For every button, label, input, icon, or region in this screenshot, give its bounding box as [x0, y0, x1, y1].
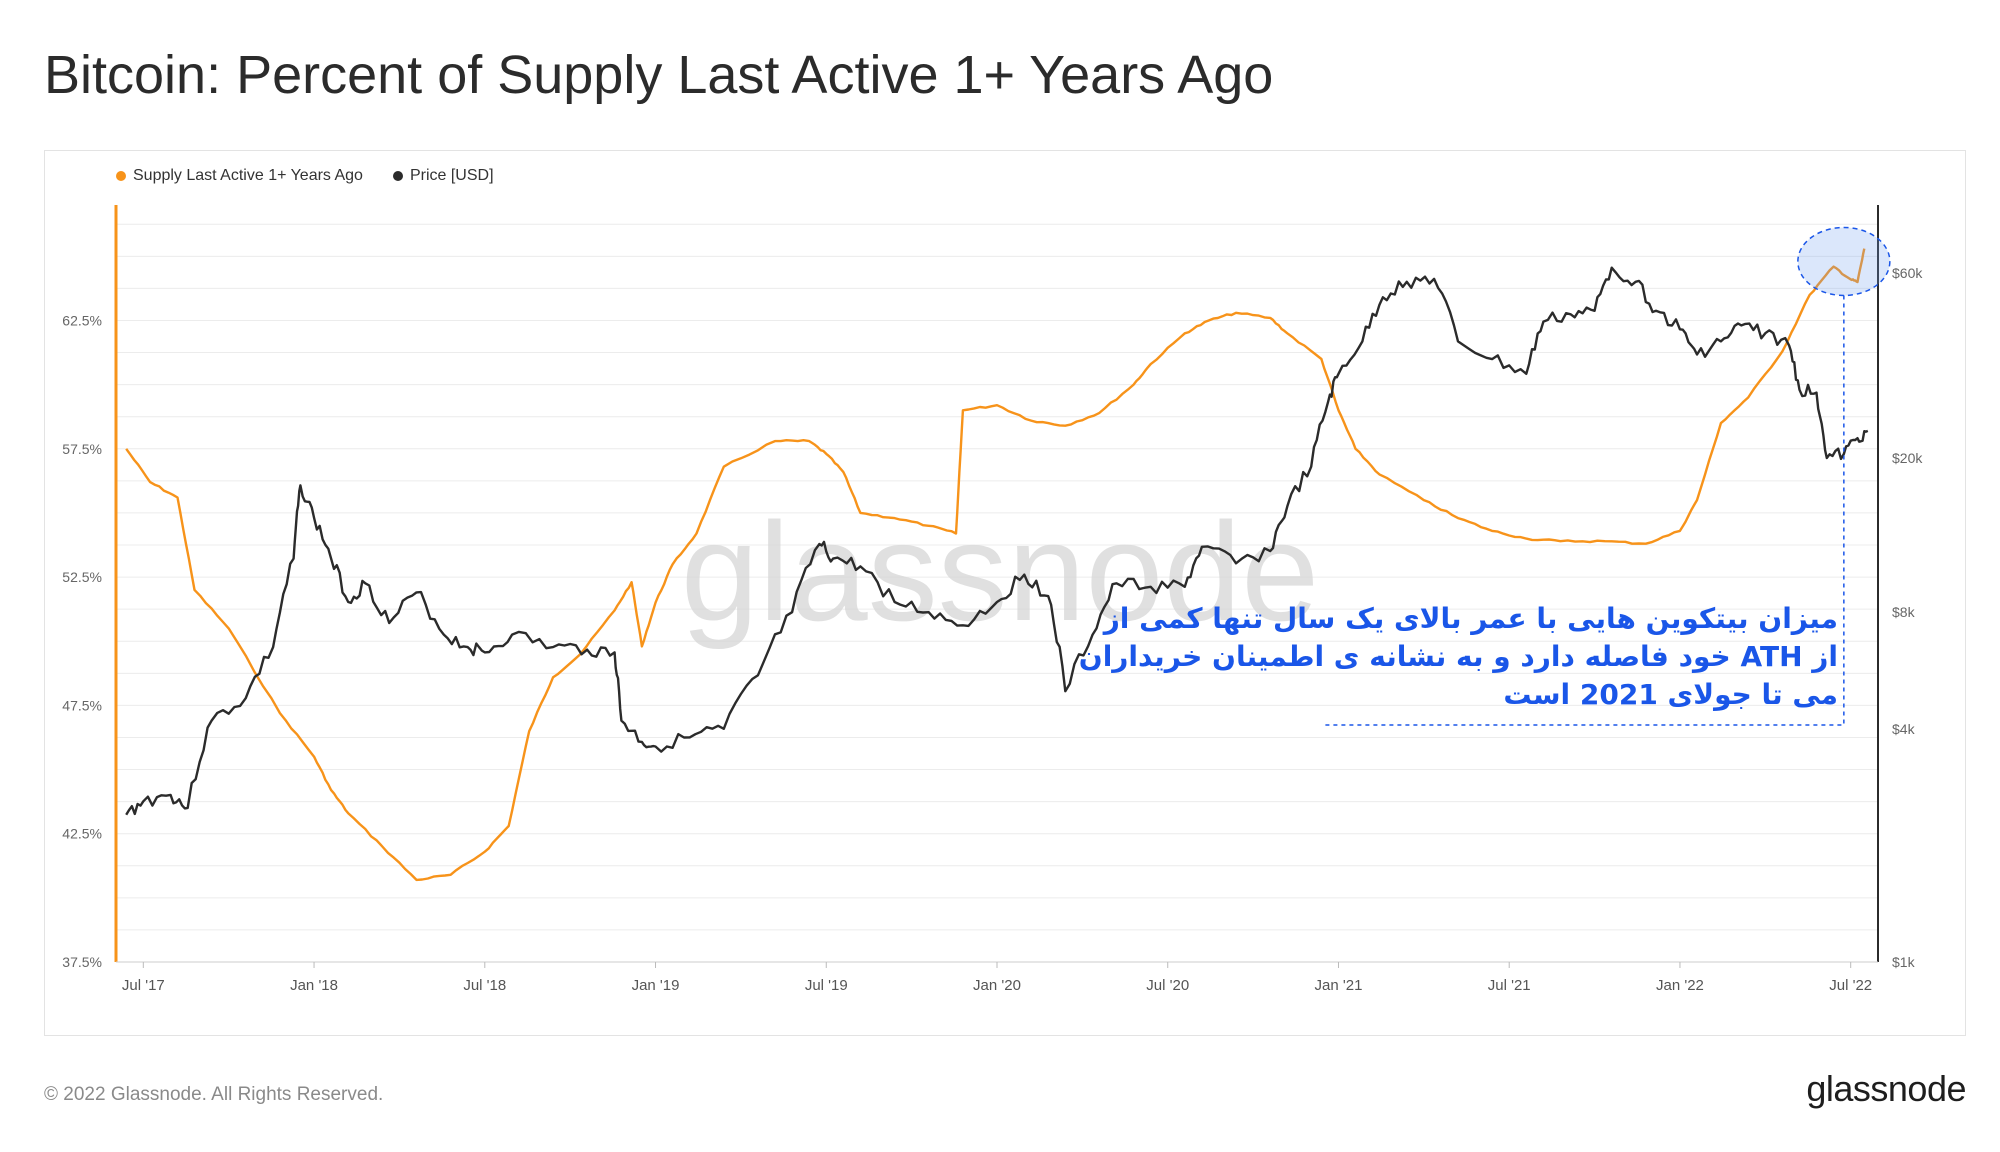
chart-frame [44, 150, 1966, 1036]
legend: Supply Last Active 1+ Years Ago Price [U… [116, 167, 494, 185]
x-tick-label: Jan '20 [973, 977, 1021, 994]
callout-connector [1324, 295, 1845, 726]
legend-dot-supply [116, 171, 126, 181]
legend-item-price[interactable]: Price [USD] [392, 167, 494, 185]
series [125, 248, 1869, 882]
copyright: © 2022 Glassnode. All Rights Reserved. [44, 1084, 384, 1105]
highlight-ellipse [1797, 226, 1891, 297]
legend-label-price: Price [USD] [409, 167, 494, 184]
page-title: Bitcoin: Percent of Supply Last Active 1… [44, 45, 1274, 105]
y-right-tick-label: $1k [1892, 954, 1916, 970]
x-tick-label: Jul '17 [122, 977, 165, 994]
annotation-line-1: میزان بیتکوین هایی با عمر بالای یک سال ت… [1103, 602, 1838, 635]
y-left-tick-label: 57.5% [62, 441, 102, 457]
x-tick-label: Jul '20 [1146, 977, 1189, 994]
glassnode-logo: glassnode [1806, 1068, 1966, 1109]
supply-series-line [125, 248, 1866, 882]
x-tick-label: Jan '22 [1656, 977, 1704, 994]
y-right-tick-label: $4k [1892, 721, 1916, 737]
y-left-tick-label: 42.5% [62, 826, 102, 842]
y-right-tick-label: $20k [1892, 450, 1923, 466]
legend-label-supply: Supply Last Active 1+ Years Ago [133, 167, 363, 184]
x-tick-label: Jan '18 [290, 977, 338, 994]
y-left-tick-label: 47.5% [62, 697, 102, 713]
legend-item-supply[interactable]: Supply Last Active 1+ Years Ago [116, 167, 363, 185]
y-left-tick-label: 62.5% [62, 312, 102, 328]
x-tick-label: Jul '19 [805, 977, 848, 994]
x-tick-label: Jul '21 [1488, 977, 1531, 994]
x-tick-label: Jul '18 [463, 977, 506, 994]
annotation-text: میزان بیتکوین هایی با عمر بالای یک سال ت… [1078, 600, 1838, 714]
y-right-tick-label: $8k [1892, 604, 1916, 620]
annotation-line-2: از ATH خود فاصله دارد و به نشانه ی اطمین… [1078, 640, 1838, 673]
y-right-tick-label: $60k [1892, 265, 1923, 281]
annotation-line-3: می تا جولای 2021 است [1503, 678, 1838, 711]
x-tick-label: Jan '19 [632, 977, 680, 994]
tick-labels: 62.5% 57.5% 52.5% 47.5% 42.5% 37.5% $60k $20k $8… [62, 265, 1923, 994]
x-tick-label: Jan '21 [1315, 977, 1363, 994]
watermark: glassnode [681, 493, 1319, 650]
x-tick-label: Jul '22 [1829, 977, 1872, 994]
legend-dot-price [392, 171, 403, 181]
price-series-line [125, 266, 1869, 816]
y-left-tick-label: 52.5% [62, 569, 102, 585]
highlight-annotation [1324, 226, 1891, 726]
y-left-tick-label: 37.5% [62, 954, 102, 970]
